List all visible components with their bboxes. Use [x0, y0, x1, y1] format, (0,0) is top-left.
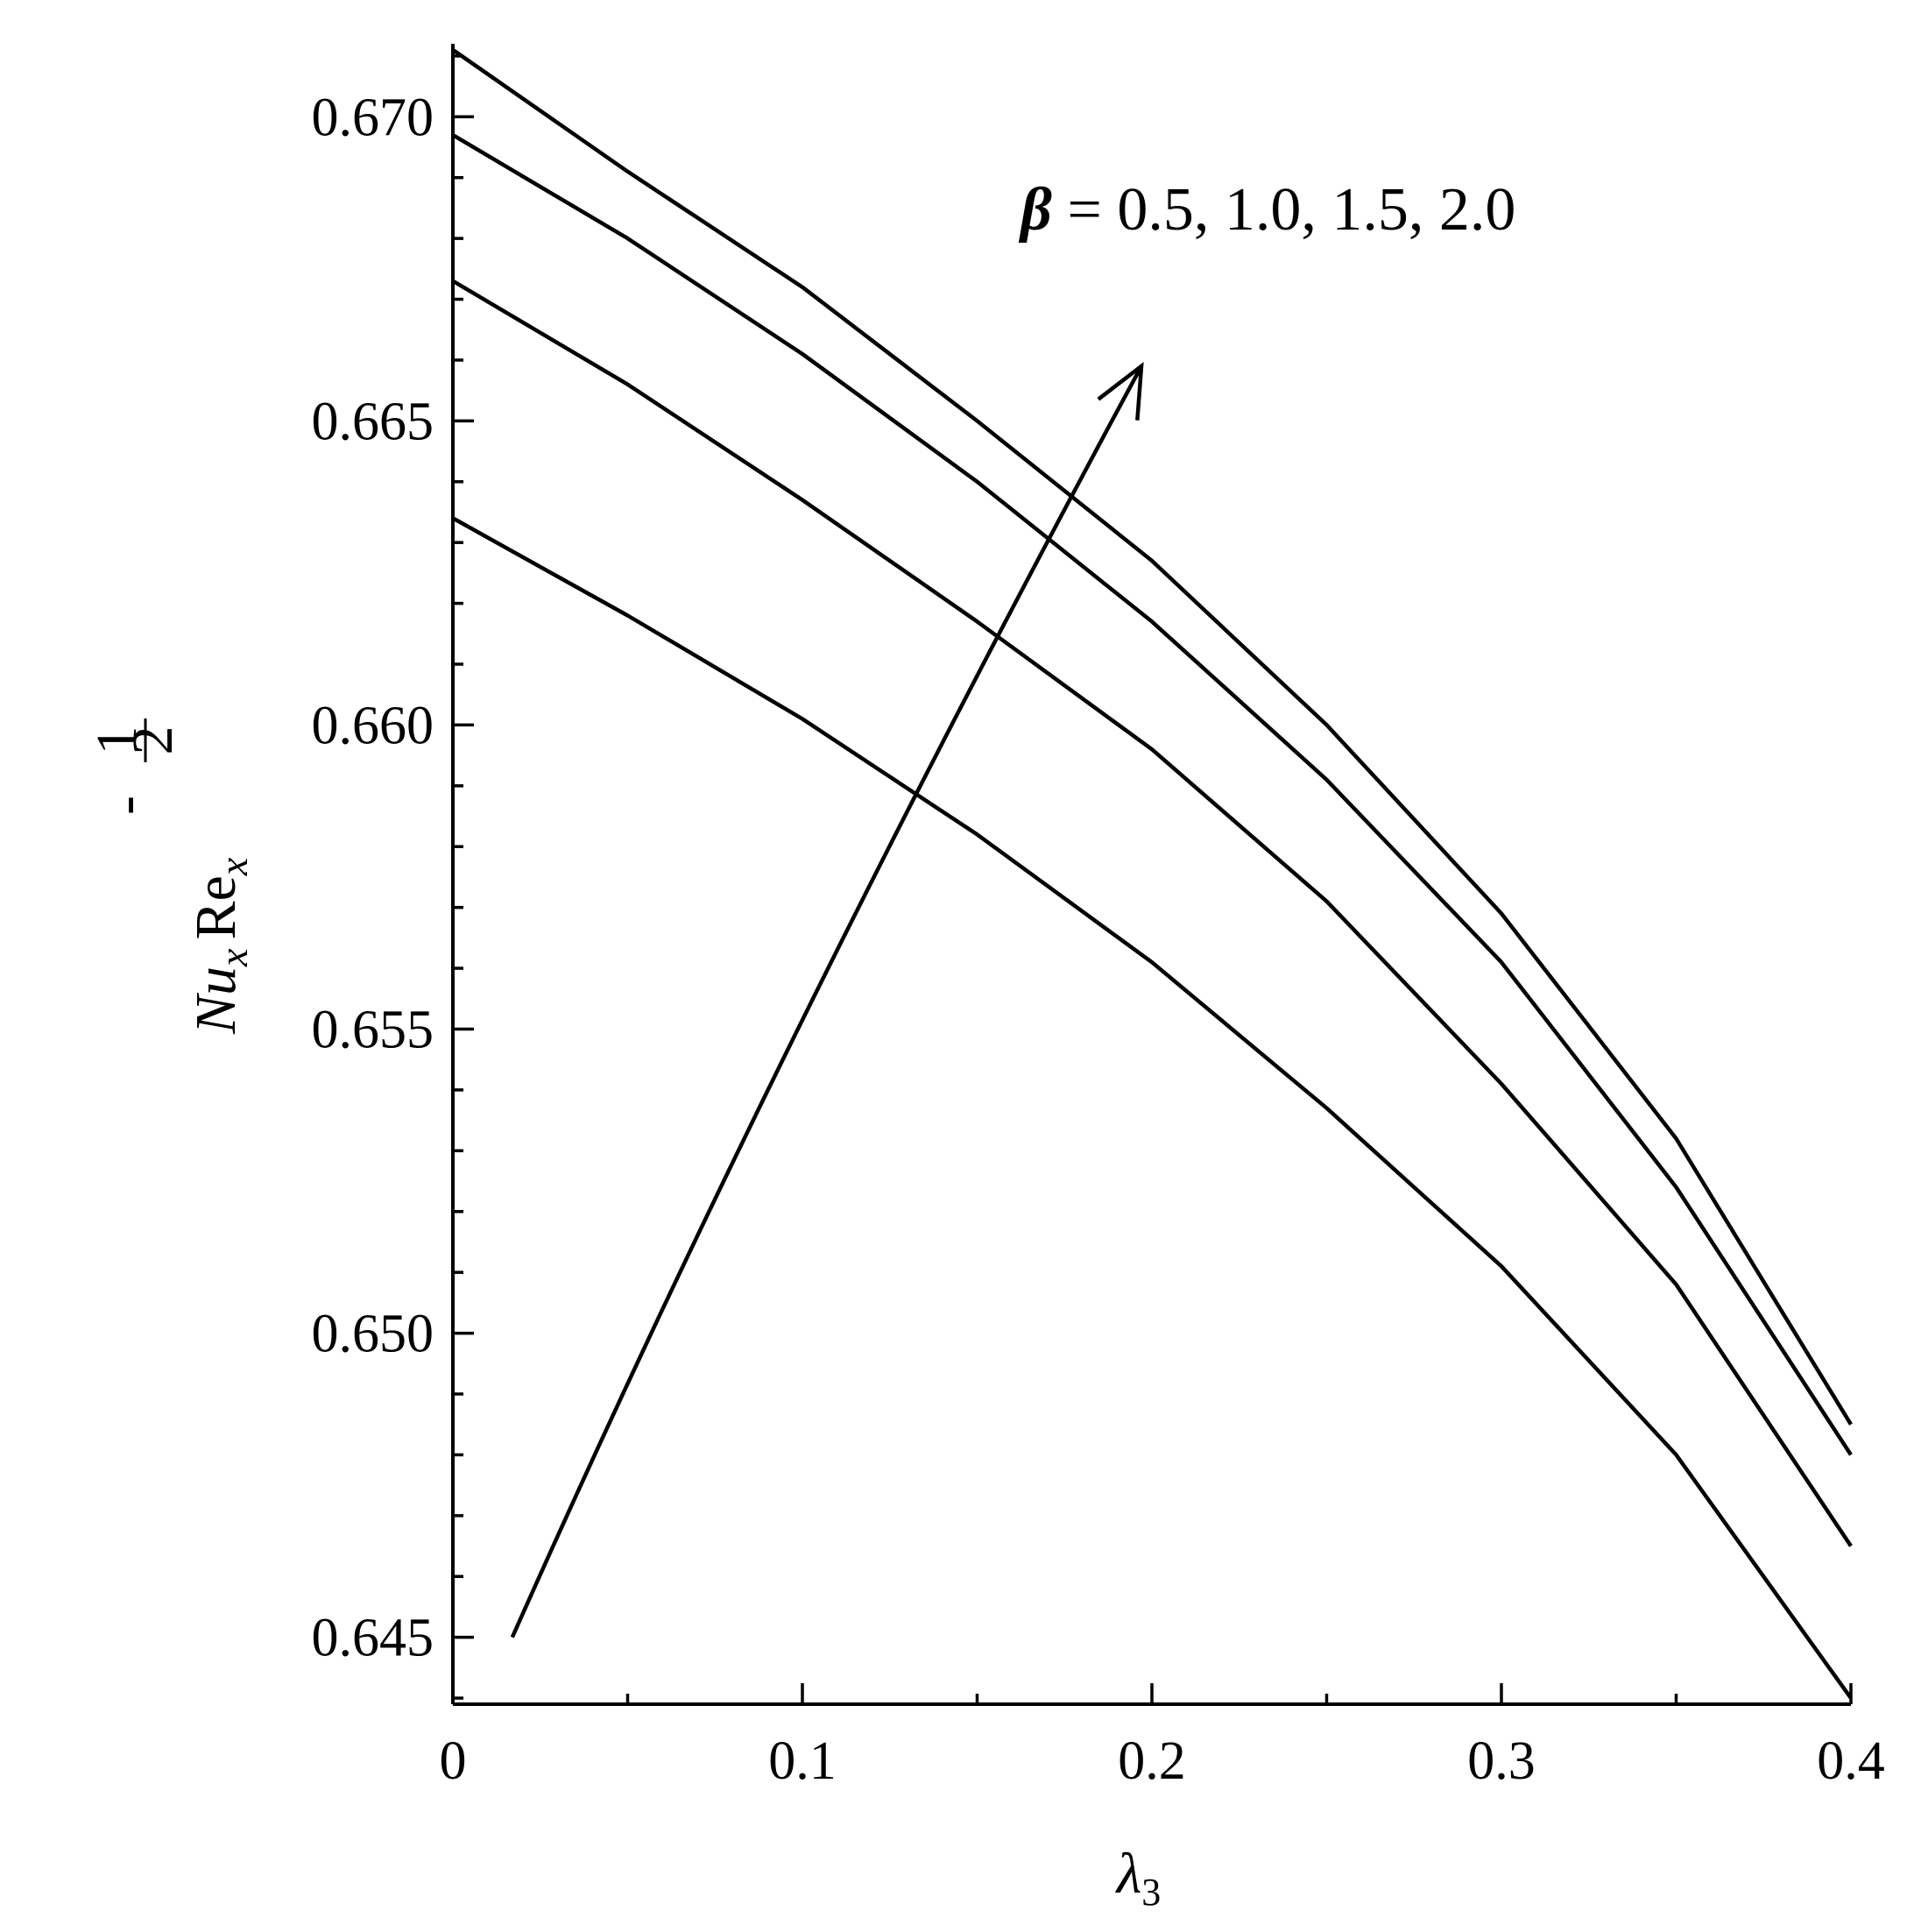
series-line-1 — [451, 516, 1853, 1700]
y-tick-label: 0.660 — [312, 696, 434, 755]
curves-layer — [451, 48, 1853, 1700]
annotation-symbol: β — [1018, 176, 1052, 244]
y-axis-label-exponent-denominator: 2 — [121, 726, 185, 755]
series-line-2 — [451, 279, 1853, 1547]
annotation-arrow-head — [1097, 362, 1144, 421]
y-axis-label: NuxRex — [184, 857, 256, 1035]
annotation-layer: β = 0.5, 1.0, 1.5, 2.0 — [510, 176, 1515, 1638]
y-tick-label: 0.655 — [312, 1001, 434, 1060]
y-tick-label: 0.645 — [312, 1609, 434, 1668]
x-tick-label: 0 — [440, 1731, 467, 1791]
y-axis-label-exponent-sign: - — [94, 796, 158, 815]
annotation-values: = 0.5, 1.0, 1.5, 2.0 — [1052, 176, 1515, 244]
annotation-arrow-shaft — [510, 364, 1144, 1638]
x-axis-label: λ3 — [1115, 1842, 1162, 1914]
annotation-label: β = 0.5, 1.0, 1.5, 2.0 — [1018, 176, 1515, 244]
x-tick-label: 0.1 — [768, 1731, 837, 1791]
axes-layer — [451, 44, 1851, 1706]
series-line-3 — [451, 133, 1853, 1456]
x-tick-label: 0.4 — [1817, 1731, 1885, 1791]
y-tick-label: 0.670 — [312, 88, 434, 147]
y-axis-label-exponent-numerator: 1 — [85, 726, 149, 755]
x-tick-label: 0.3 — [1467, 1731, 1536, 1791]
x-tick-label: 0.2 — [1118, 1731, 1186, 1791]
y-tick-label: 0.650 — [312, 1305, 434, 1364]
y-tick-label: 0.665 — [312, 392, 434, 451]
series-line-4 — [451, 48, 1853, 1426]
ticks-layer: 0.645 0.650 0.655 0.660 0.665 0.670 0 0.1 0.2 0.3… — [312, 54, 1885, 1791]
